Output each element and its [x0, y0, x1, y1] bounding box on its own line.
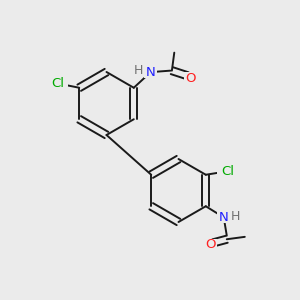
Text: Cl: Cl: [51, 77, 64, 90]
FancyBboxPatch shape: [132, 65, 145, 76]
Text: O: O: [205, 238, 215, 251]
Text: Cl: Cl: [221, 165, 234, 178]
FancyBboxPatch shape: [47, 77, 68, 89]
FancyBboxPatch shape: [184, 73, 197, 84]
FancyBboxPatch shape: [217, 212, 230, 223]
Text: N: N: [146, 66, 155, 79]
FancyBboxPatch shape: [144, 67, 157, 78]
Text: H: H: [134, 64, 144, 77]
Text: N: N: [219, 211, 229, 224]
FancyBboxPatch shape: [217, 166, 238, 177]
FancyBboxPatch shape: [229, 211, 242, 222]
Text: H: H: [230, 210, 240, 223]
FancyBboxPatch shape: [204, 239, 217, 250]
Text: O: O: [185, 72, 196, 85]
